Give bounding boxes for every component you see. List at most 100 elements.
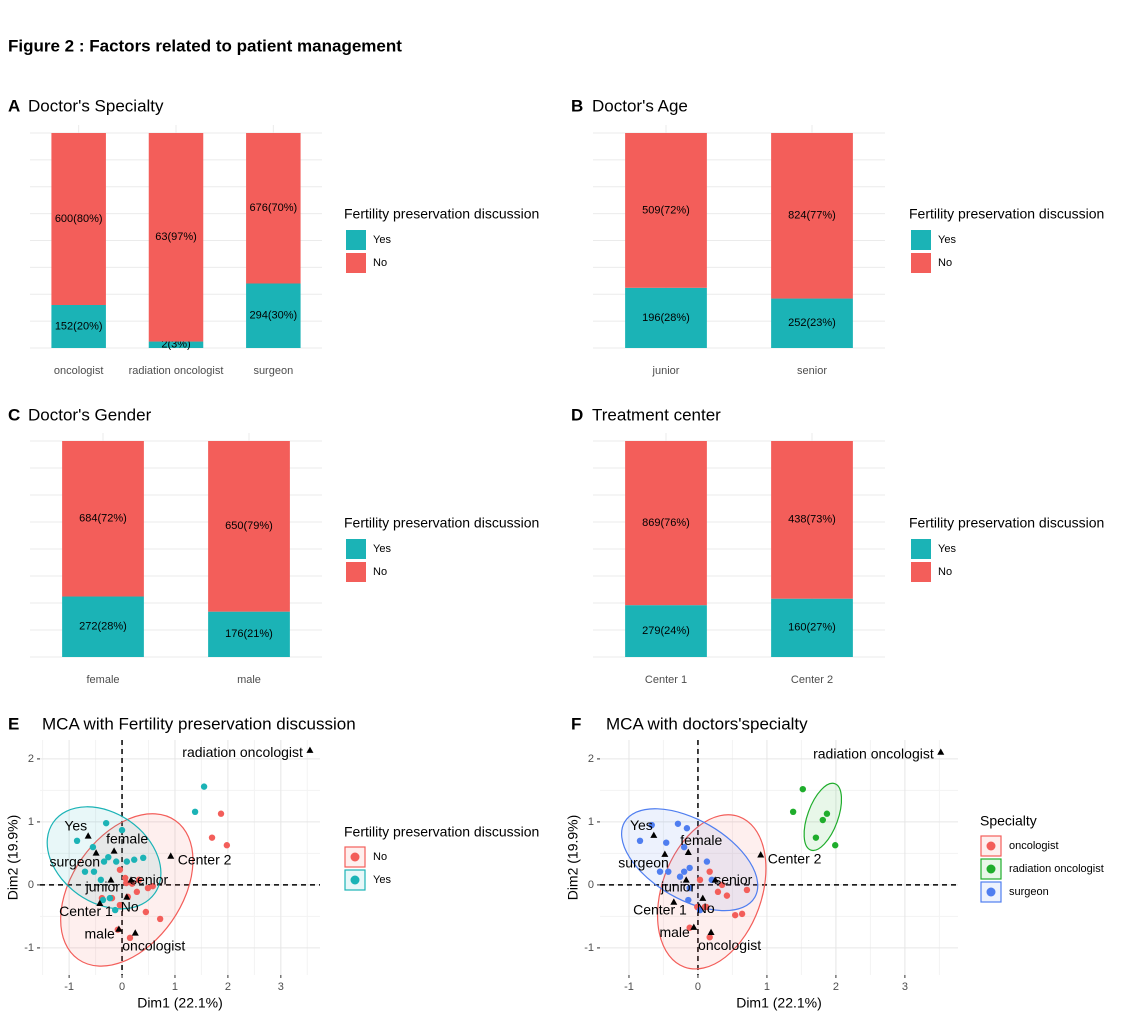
bar-segment [51,133,106,305]
point [812,834,820,841]
variable-marker [650,831,658,838]
point [743,886,751,894]
x-tick-label: male [237,674,261,686]
point [665,868,672,875]
variable-marker [84,832,92,839]
legend-key [911,253,931,273]
y-tick-label: 2 [588,753,594,765]
value-label: 2(3%) [161,339,190,351]
point [100,858,108,865]
legend-label: Yes [373,234,391,246]
variable-label: Yes [64,817,87,833]
point [135,876,143,884]
panel-letter: B [571,96,583,115]
panel-letter: D [571,405,583,424]
point [706,868,713,875]
variable-label: No [121,899,139,915]
variable-label: senior [714,872,752,888]
legend-dot [986,864,996,874]
legend-key [346,253,366,273]
bar-segment [208,441,290,612]
point [116,866,124,873]
point [738,910,746,918]
point [686,884,693,892]
point [685,896,692,904]
y-axis-title: Dim2 (19.9%) [5,815,21,901]
legend-title: Fertility preservation discussion [344,824,539,840]
legend-dot [350,852,360,862]
y-tick-label: 1 [28,816,34,828]
variable-label: Center 1 [633,902,687,918]
variable-label: junior [660,879,696,895]
bar-segment [625,133,707,288]
bar-segment [246,283,301,348]
bar-segment [148,133,204,342]
point [102,819,110,827]
variable-marker [92,849,100,856]
variable-label: oncologist [698,937,761,953]
x-tick-label: 2 [225,981,231,993]
legend-key [346,539,366,559]
legend-label: radiation oncologist [1009,863,1104,875]
point [686,864,693,872]
point [680,843,688,851]
point [140,854,147,862]
legend-dot [350,875,360,885]
legend-label: surgeon [1009,886,1049,898]
variable-marker [711,876,719,883]
variable-marker [96,899,104,906]
x-tick-label: junior [652,365,680,377]
y-axis-title: Dim2 (19.9%) [565,815,581,901]
bar-segment [625,441,707,606]
panel-title: Doctor's Specialty [28,96,164,115]
x-tick-label: radiation oncologist [129,365,224,377]
bar-segment [208,611,290,657]
legend-key [911,539,931,559]
variable-label: surgeon [50,853,101,869]
variable-marker [757,851,765,858]
legend-title: Fertility preservation discussion [909,206,1104,222]
x-tick-label: 0 [119,981,125,993]
variable-marker [131,929,139,936]
bar-segment [771,133,853,299]
x-tick-label: oncologist [54,365,104,377]
point [223,842,231,849]
panel-title: Doctor's Age [592,96,688,115]
value-label: 869(76%) [642,517,690,529]
variable-label: female [106,831,148,847]
value-label: 600(80%) [55,213,103,225]
y-tick-label: 0 [588,879,594,891]
value-label: 160(27%) [788,622,836,634]
point [191,808,199,816]
x-tick-label: 1 [764,981,770,993]
variable-label: Center 1 [59,903,113,919]
point [113,858,120,865]
x-axis-title: Dim1 (22.1%) [736,995,822,1011]
point [636,837,644,845]
bar-segment [148,341,204,348]
y-tick-label: -1 [24,942,34,954]
panel-letter: A [8,96,20,115]
variable-label: oncologist [122,937,185,953]
legend-label: oncologist [1009,840,1059,852]
legend-title: Fertility preservation discussion [344,515,539,531]
x-tick-label: -1 [624,981,634,993]
y-tick-label: 1 [588,816,594,828]
variable-marker [661,850,669,857]
variable-marker [684,848,692,855]
x-tick-label: 3 [278,981,284,993]
point [217,810,225,817]
value-label: 676(70%) [249,202,297,214]
variable-marker [110,847,118,854]
legend-title: Fertility preservation discussion [909,515,1104,531]
point [676,873,684,880]
variable-label: radiation oncologist [182,744,303,760]
variable-label: surgeon [618,855,669,871]
point [73,837,81,845]
bar-segment [771,598,853,657]
point [133,888,141,896]
point [81,868,89,875]
point [90,868,98,875]
point [663,839,670,846]
